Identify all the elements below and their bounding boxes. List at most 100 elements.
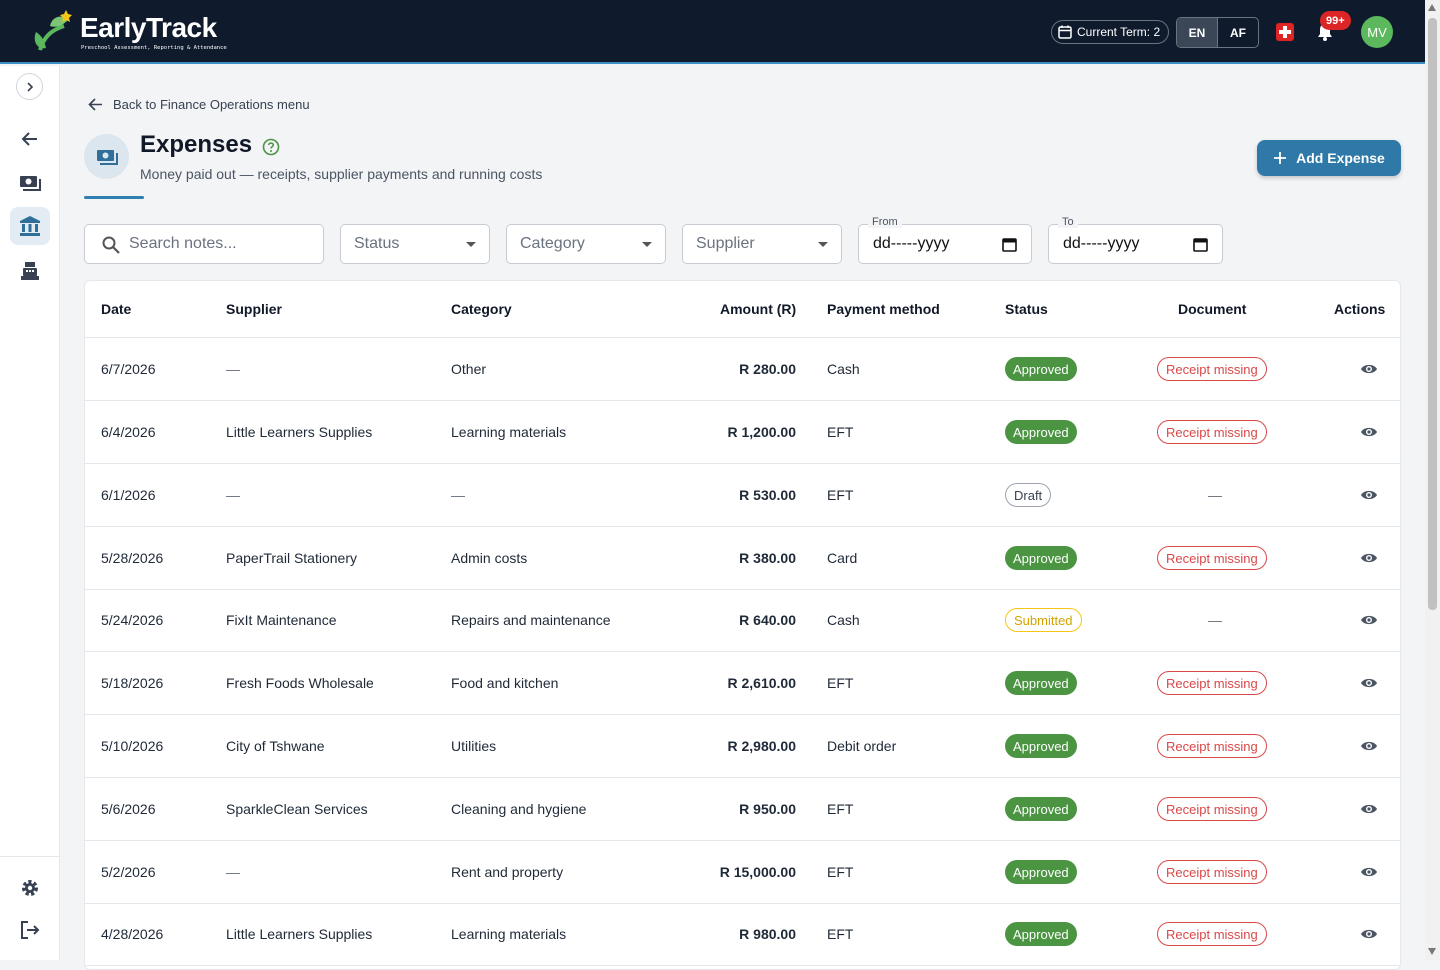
status-badge: Approved	[1005, 860, 1077, 884]
view-eye-icon[interactable]	[1360, 614, 1378, 626]
cell-amount: R 980.00	[739, 926, 796, 942]
table-row[interactable]: 6/7/2026 — Other R 280.00 Cash Approved Receip…	[85, 338, 1400, 401]
view-eye-icon[interactable]	[1360, 866, 1378, 878]
cell-date: 5/18/2026	[101, 675, 164, 691]
cell-date: 6/1/2026	[101, 487, 156, 503]
cell-payment-method: Debit order	[827, 738, 897, 754]
receipt-missing-badge[interactable]: Receipt missing	[1157, 546, 1267, 570]
cell-payment-method: Card	[827, 550, 858, 566]
view-eye-icon[interactable]	[1360, 740, 1378, 752]
to-date-label: To	[1058, 216, 1078, 228]
caret-down-icon	[642, 242, 652, 247]
user-avatar[interactable]: MV	[1361, 16, 1393, 48]
caret-down-icon	[818, 242, 828, 247]
header-supplier[interactable]: Supplier	[226, 301, 283, 317]
add-expense-button[interactable]: Add Expense	[1257, 140, 1401, 176]
status-filter-label: Status	[354, 235, 400, 252]
view-eye-icon[interactable]	[1360, 677, 1378, 689]
title-underline	[84, 196, 144, 199]
view-eye-icon[interactable]	[1360, 803, 1378, 815]
cell-date: 5/2/2026	[101, 864, 156, 880]
table-row[interactable]: 5/18/2026 Fresh Foods Wholesale Food and k…	[85, 652, 1400, 715]
current-term-label: Current Term: 2	[1077, 25, 1161, 39]
to-date-input[interactable]: To dd-----yyyy	[1048, 216, 1223, 264]
sidebar-item-logout[interactable]	[10, 911, 50, 949]
view-eye-icon[interactable]	[1360, 426, 1378, 438]
page-title: Expenses	[140, 131, 253, 158]
search-icon	[102, 236, 120, 254]
lang-divider	[1217, 18, 1218, 47]
header-date[interactable]: Date	[101, 301, 132, 317]
sidebar-divider	[0, 856, 60, 857]
cell-payment-method: EFT	[827, 675, 854, 691]
medical-cross-icon[interactable]	[1276, 23, 1294, 41]
chevron-right-icon	[26, 81, 33, 92]
expenses-table: Date Supplier Category Amount (R) Paymen…	[84, 280, 1401, 970]
table-row[interactable]: 5/24/2026 FixIt Maintenance Repairs and ma…	[85, 589, 1400, 652]
status-badge: Draft	[1005, 483, 1052, 507]
cell-amount: R 15,000.00	[719, 864, 796, 880]
table-row[interactable]: 6/4/2026 Little Learners Supplies Learning…	[85, 401, 1400, 464]
back-to-finance-link[interactable]: Back to Finance Operations menu	[88, 94, 310, 114]
sidebar-expand-button[interactable]	[16, 73, 43, 100]
cell-payment-method: Cash	[827, 612, 860, 628]
search-placeholder: Search notes...	[129, 235, 237, 252]
header-amount[interactable]: Amount (R)	[720, 301, 797, 317]
view-eye-icon[interactable]	[1360, 363, 1378, 375]
gear-icon	[22, 880, 38, 896]
cell-category: Rent and property	[451, 864, 564, 880]
status-filter-select[interactable]: Status	[340, 224, 490, 264]
sidebar-item-cash-register[interactable]	[10, 252, 50, 290]
calendar-icon[interactable]	[1193, 237, 1208, 252]
receipt-missing-badge[interactable]: Receipt missing	[1157, 860, 1267, 884]
table-row[interactable]: 5/28/2026 PaperTrail Stationery Admin cost…	[85, 527, 1400, 590]
view-eye-icon[interactable]	[1360, 489, 1378, 501]
view-eye-icon[interactable]	[1360, 552, 1378, 564]
arrow-left-icon	[88, 97, 102, 111]
from-date-input[interactable]: From dd-----yyyy	[858, 216, 1032, 264]
receipt-missing-badge[interactable]: Receipt missing	[1157, 420, 1267, 444]
receipt-missing-badge[interactable]: Receipt missing	[1157, 922, 1267, 946]
header-status[interactable]: Status	[1005, 301, 1048, 317]
current-term-pill[interactable]: Current Term: 2	[1051, 20, 1170, 44]
receipt-missing-badge[interactable]: Receipt missing	[1157, 734, 1267, 758]
cell-category: Cleaning and hygiene	[451, 801, 587, 817]
cell-amount: R 380.00	[739, 550, 796, 566]
app-logo[interactable]: EarlyTrack Preschool Assessment, Reporti…	[30, 6, 240, 58]
calendar-icon[interactable]	[1002, 237, 1017, 252]
bank-icon	[20, 216, 40, 236]
sidebar-item-settings[interactable]	[10, 869, 50, 907]
supplier-filter-label: Supplier	[696, 235, 755, 252]
scroll-down-arrow[interactable]	[1428, 948, 1436, 955]
receipt-missing-badge[interactable]: Receipt missing	[1157, 671, 1267, 695]
header-category[interactable]: Category	[451, 301, 512, 317]
back-link-label: Back to Finance Operations menu	[113, 96, 310, 112]
page-scrollbar[interactable]	[1425, 0, 1440, 960]
table-row[interactable]: 5/10/2026 City of Tshwane Utilities R 2,980…	[85, 715, 1400, 778]
supplier-filter-select[interactable]: Supplier	[682, 224, 842, 264]
scrollbar-thumb[interactable]	[1428, 18, 1437, 610]
table-row[interactable]: 5/6/2026 SparkleClean Services Cleaning an…	[85, 778, 1400, 841]
scroll-up-arrow[interactable]	[1428, 4, 1436, 11]
cell-date: 6/4/2026	[101, 424, 156, 440]
sidebar-item-back[interactable]	[10, 120, 50, 158]
lang-af-button[interactable]: AF	[1230, 25, 1246, 40]
table-row[interactable]: 5/2/2026 — Rent and property R 15,000.00 EFT…	[85, 841, 1400, 904]
status-badge: Approved	[1005, 734, 1077, 758]
sidebar-item-payments[interactable]	[10, 164, 50, 202]
receipt-missing-badge[interactable]: Receipt missing	[1157, 357, 1267, 381]
lang-en-button[interactable]: EN	[1177, 18, 1217, 47]
cell-supplier: City of Tshwane	[226, 738, 325, 754]
table-row[interactable]: 6/1/2026 — — R 530.00 EFT Draft —	[85, 464, 1400, 527]
search-notes-input[interactable]: Search notes...	[84, 224, 324, 264]
header-payment-method[interactable]: Payment method	[827, 301, 940, 317]
receipt-missing-badge[interactable]: Receipt missing	[1157, 797, 1267, 821]
help-icon[interactable]	[262, 138, 280, 156]
table-row[interactable]: 4/28/2026 Little Learners Supplies Learnin…	[85, 903, 1400, 966]
sidebar	[0, 66, 60, 960]
view-eye-icon[interactable]	[1360, 928, 1378, 940]
cell-supplier: Little Learners Supplies	[226, 926, 373, 942]
sidebar-item-finance[interactable]	[10, 207, 50, 245]
status-badge: Approved	[1005, 420, 1077, 444]
category-filter-select[interactable]: Category	[506, 224, 666, 264]
